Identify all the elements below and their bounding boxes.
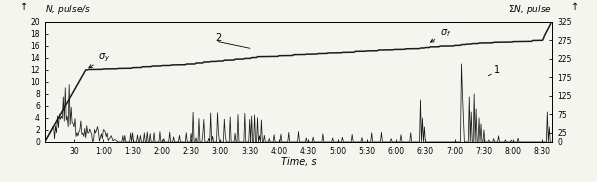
Text: $\sigma_y$: $\sigma_y$ (89, 52, 110, 68)
Text: 2: 2 (216, 33, 222, 43)
Text: $\Sigma N$, pulse: $\Sigma N$, pulse (508, 3, 552, 16)
Text: $\uparrow$: $\uparrow$ (568, 0, 578, 12)
Text: $\sigma_f$: $\sigma_f$ (430, 27, 451, 42)
Text: $N$, pulse/s: $N$, pulse/s (45, 3, 91, 16)
X-axis label: Time, s: Time, s (281, 157, 316, 167)
Text: 1: 1 (494, 65, 500, 75)
Text: $\uparrow$: $\uparrow$ (19, 0, 29, 12)
